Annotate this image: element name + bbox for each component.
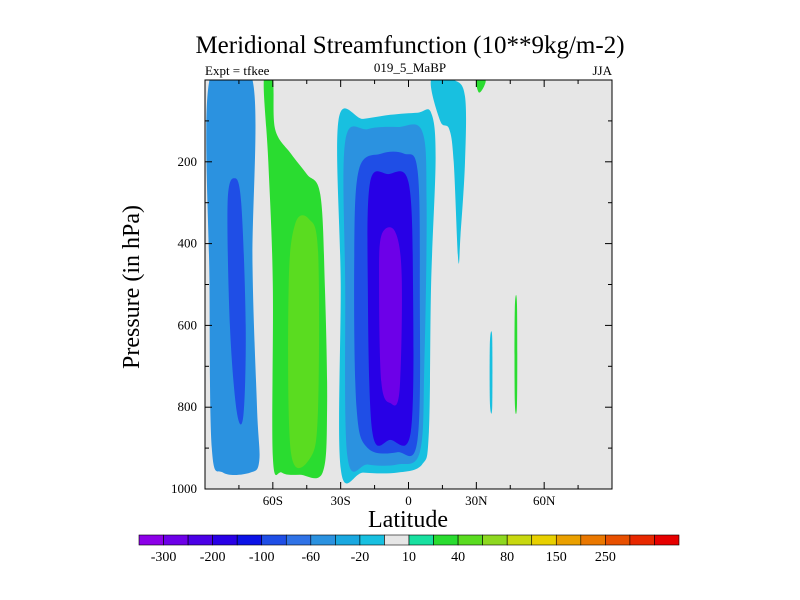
y-tick-label: 1000 [171, 481, 197, 496]
colorbar-swatch [506, 534, 533, 546]
colorbar-swatch [433, 534, 459, 546]
x-tick-label: 60N [533, 493, 556, 508]
colorbar-label: -60 [301, 550, 320, 565]
colorbar-swatch [335, 534, 361, 546]
colorbar-swatch [457, 534, 483, 546]
colorbar-swatch [384, 534, 410, 546]
colorbar-swatch [531, 534, 557, 546]
colorbar-swatch [236, 534, 263, 546]
colorbar-label: -300 [151, 550, 177, 565]
colorbar-swatch [187, 534, 213, 546]
x-tick-label: 30N [465, 493, 488, 508]
season-label: JJA [592, 63, 612, 78]
colorbar-label: 250 [595, 550, 616, 565]
y-tick-label: 200 [178, 154, 198, 169]
axes: 60S 30S 0 30N 60N 200 400 600 800 1000 [171, 79, 613, 508]
colorbar-swatch [138, 534, 164, 546]
y-axis-label: Pressure (in hPa) [119, 205, 145, 369]
plot-area [205, 80, 612, 489]
x-axis-label: Latitude [368, 507, 448, 533]
y-tick-label: 600 [178, 317, 198, 332]
contour-northern-upper-positive [476, 80, 486, 93]
colorbar-swatch [654, 534, 680, 546]
colorbar-swatch [212, 534, 238, 546]
colorbar-swatch [285, 534, 312, 546]
time-period-label: 019_5_MaBP [374, 60, 446, 75]
colorbar-label: 80 [500, 550, 514, 565]
contour-northern-tropics-cell [430, 80, 467, 264]
contour-northern-midlat-negative [489, 331, 493, 414]
colorbar-swatch [629, 534, 655, 546]
colorbar-swatch [605, 534, 631, 546]
y-tick-label: 800 [178, 399, 198, 414]
x-tick-label: 60S [263, 493, 283, 508]
colorbar-swatch [310, 534, 336, 546]
colorbar-label: 150 [546, 550, 567, 565]
contour-southern-polar-cell-core [227, 178, 246, 425]
colorbar-label: 10 [402, 550, 416, 565]
y-tick-label: 400 [178, 236, 198, 251]
x-tick-label: 30S [331, 493, 351, 508]
colorbar: -300 -200 -100 -60 -20 10 40 80 150 250 [138, 534, 680, 565]
colorbar-swatch [261, 534, 287, 546]
contour-northern-midlat-positive [514, 294, 518, 415]
x-tick-label: 0 [405, 493, 412, 508]
colorbar-swatch [408, 534, 434, 546]
colorbar-swatch [555, 534, 582, 546]
colorbar-swatch [163, 534, 189, 546]
colorbar-swatch [359, 534, 385, 546]
colorbar-label: -200 [200, 550, 226, 565]
colorbar-label: 40 [451, 550, 465, 565]
colorbar-swatch [482, 534, 508, 546]
contour-hadley-cell-core [379, 227, 402, 406]
colorbar-label: -20 [351, 550, 370, 565]
colorbar-swatch [580, 534, 606, 546]
chart-title: Meridional Streamfunction (10**9kg/m-2) [195, 32, 624, 59]
colorbar-label: -100 [249, 550, 275, 565]
experiment-label: Expt = tfkee [205, 63, 270, 78]
contour-southern-ferrel-cell-core [288, 215, 320, 469]
